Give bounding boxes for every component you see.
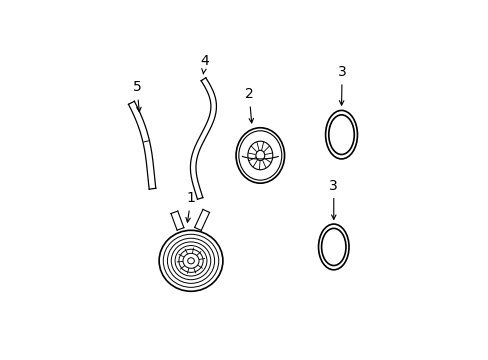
Text: 1: 1 (185, 192, 195, 222)
Text: 3: 3 (337, 65, 346, 105)
Text: 5: 5 (132, 81, 141, 112)
Text: 3: 3 (329, 179, 338, 219)
Text: 2: 2 (244, 87, 253, 123)
Text: 4: 4 (200, 54, 209, 74)
